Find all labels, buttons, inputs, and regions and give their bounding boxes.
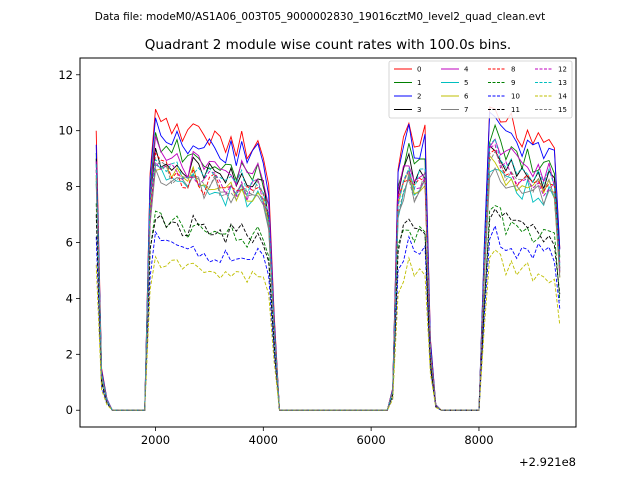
chart-title: Quadrant 2 module wise count rates with … — [145, 37, 511, 53]
x-tick-label: 8000 — [464, 433, 493, 447]
y-tick-label: 6 — [66, 236, 73, 250]
series-layer — [95, 106, 561, 411]
legend-label-4: 4 — [464, 66, 469, 74]
y-tick-label: 4 — [66, 291, 73, 305]
x-tick-label: 6000 — [356, 433, 385, 447]
y-tick-label: 10 — [58, 124, 73, 138]
series-line-15 — [95, 150, 561, 411]
legend-box — [388, 60, 573, 119]
legend-label-1: 1 — [417, 79, 421, 87]
y-tick-label: 12 — [58, 68, 73, 82]
plot-area — [79, 57, 577, 428]
x-axis: 2000 4000 6000 8000 — [141, 427, 494, 447]
chart-suptitle: Data file: modeM0/AS1A06_003T05_90000028… — [95, 11, 546, 23]
legend-label-7: 7 — [464, 106, 468, 114]
x-tick-label: 2000 — [141, 433, 170, 447]
legend-label-0: 0 — [417, 66, 421, 74]
legend-label-2: 2 — [417, 93, 421, 101]
y-tick-label: 2 — [66, 347, 73, 361]
x-tick-label: 4000 — [249, 433, 278, 447]
legend-label-15: 15 — [558, 106, 567, 114]
legend-label-12: 12 — [558, 66, 567, 74]
legend-label-8: 8 — [511, 66, 515, 74]
y-tick-label: 0 — [66, 403, 73, 417]
legend-label-6: 6 — [464, 93, 469, 101]
series-line-10 — [95, 224, 561, 411]
y-axis: 0 2 4 6 8 10 12 — [58, 68, 80, 417]
legend-label-9: 9 — [511, 79, 515, 87]
legend-label-14: 14 — [558, 93, 567, 101]
legend-label-13: 13 — [558, 79, 567, 87]
legend-label-5: 5 — [464, 79, 468, 87]
series-line-12 — [95, 144, 561, 411]
y-tick-label: 8 — [66, 180, 73, 194]
legend-label-11: 11 — [511, 106, 520, 114]
legend-label-3: 3 — [417, 106, 421, 114]
x-offset-label: +2.921e8 — [519, 455, 576, 469]
series-line-13 — [95, 137, 561, 411]
legend-label-10: 10 — [511, 93, 520, 101]
